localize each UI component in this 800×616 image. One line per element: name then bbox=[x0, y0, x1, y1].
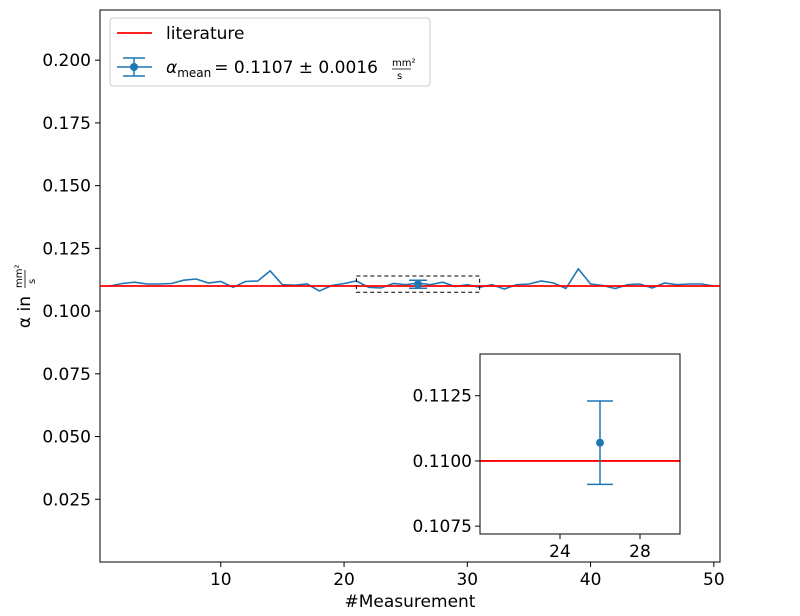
legend-mean-swatch bbox=[117, 57, 152, 77]
legend-literature-label: literature bbox=[166, 24, 245, 44]
inset-x-tick-label: 24 bbox=[549, 542, 571, 562]
y-tick-label: 0.200 bbox=[42, 51, 91, 71]
y-axis-unit-den: s bbox=[27, 279, 38, 284]
legend-unit-den: s bbox=[397, 71, 402, 82]
legend-mean-sub: mean bbox=[177, 66, 211, 80]
inset-y-tick-label: 0.1125 bbox=[413, 387, 472, 407]
legend-unit: mm² s bbox=[392, 58, 416, 82]
x-axis-label: #Measurement bbox=[345, 592, 476, 612]
measurement-series-line bbox=[109, 267, 714, 292]
y-axis-label: α in mm² s bbox=[14, 265, 38, 329]
legend-mean-value: = 0.1107 ± 0.0016 bbox=[214, 58, 378, 78]
inset-x-tick-label: 28 bbox=[629, 542, 651, 562]
main-y-ticks: 0.025 0.050 0.075 0.100 0.125 0.150 0.175 0.200 bbox=[42, 51, 100, 510]
inset-plot-background bbox=[480, 354, 680, 534]
y-tick-label: 0.125 bbox=[42, 239, 91, 259]
main-series-group bbox=[109, 267, 714, 292]
inset-y-tick-label: 0.1075 bbox=[413, 517, 472, 537]
y-tick-label: 0.050 bbox=[42, 428, 91, 448]
legend-frame bbox=[109, 17, 431, 87]
y-tick-label: 0.025 bbox=[42, 490, 91, 510]
main-x-ticks: 10 20 30 40 50 bbox=[210, 562, 725, 590]
inset-plot-frame bbox=[479, 353, 681, 535]
x-tick-label: 10 bbox=[210, 570, 232, 590]
y-tick-label: 0.175 bbox=[42, 114, 91, 134]
mean-point bbox=[596, 438, 604, 447]
x-tick-label: 40 bbox=[580, 570, 602, 590]
inset-ticks: 0.1075 0.1100 0.1125 24 28 bbox=[413, 387, 651, 562]
y-tick-label: 0.075 bbox=[42, 365, 91, 385]
y-axis-unit-num: mm² bbox=[14, 265, 25, 289]
x-tick-label: 30 bbox=[456, 570, 478, 590]
inset-mean-errorbar bbox=[587, 400, 613, 486]
mean-point bbox=[414, 280, 423, 289]
y-tick-label: 0.150 bbox=[42, 177, 91, 197]
legend-unit-num: mm² bbox=[392, 58, 416, 69]
inset-y-tick-label: 0.1100 bbox=[413, 452, 472, 472]
legend-mean-symbol: α bbox=[166, 58, 177, 78]
y-axis-label-prefix: α in bbox=[15, 296, 35, 328]
legend-mean-label: αmean = 0.1107 ± 0.0016 bbox=[166, 58, 378, 80]
legend: literature αmean = 0.1107 ± 0.0016 mm² s bbox=[109, 17, 431, 87]
x-tick-label: 50 bbox=[703, 570, 725, 590]
y-tick-label: 0.100 bbox=[42, 302, 91, 322]
main-mean-errorbar bbox=[409, 279, 428, 290]
x-tick-label: 20 bbox=[333, 570, 355, 590]
